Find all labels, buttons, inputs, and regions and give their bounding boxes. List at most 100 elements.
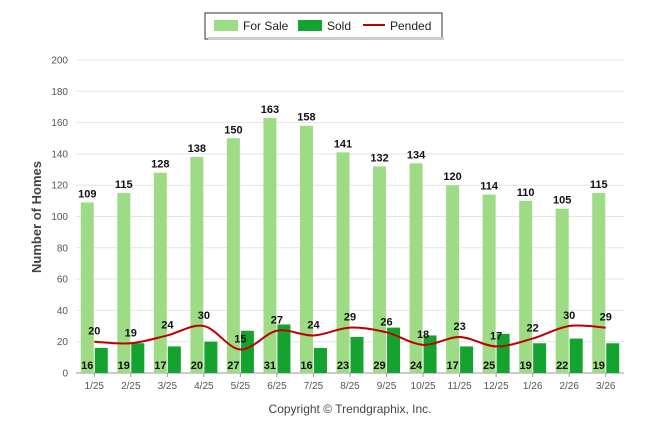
- y-tick-label: 60: [57, 275, 69, 286]
- bar-sold: [167, 346, 181, 373]
- data-label-for-sale: 109: [78, 188, 96, 200]
- data-label-for-sale: 115: [590, 179, 608, 191]
- data-label-for-sale: 134: [407, 149, 426, 161]
- data-label-pended: 27: [271, 315, 283, 327]
- x-tick-label: 4/25: [194, 381, 214, 392]
- legend-swatch-for-sale: [214, 20, 238, 31]
- data-label-for-sale: 138: [188, 143, 206, 155]
- bar-for-sale: [263, 117, 277, 373]
- data-label-for-sale: 150: [224, 124, 242, 136]
- bar-sold: [313, 347, 327, 373]
- y-axis-ticks: 0 20 40 60 80 100 120 140 160 180 200: [51, 56, 68, 380]
- y-tick-label: 0: [62, 369, 68, 380]
- legend-label-sold: Sold: [327, 19, 351, 33]
- data-label-for-sale: 128: [151, 159, 169, 171]
- y-tick-label: 180: [51, 87, 68, 98]
- y-axis-label: Number of Homes: [29, 161, 44, 273]
- x-tick-label: 12/25: [484, 381, 509, 392]
- bar-sold: [131, 343, 145, 373]
- x-tick-label: 1/26: [523, 381, 543, 392]
- data-label-for-sale: 158: [297, 112, 315, 124]
- data-label-pended: 30: [563, 310, 575, 322]
- data-label-for-sale: 120: [443, 171, 461, 183]
- y-tick-label: 140: [51, 149, 68, 160]
- data-label-sold: 29: [373, 360, 385, 372]
- data-label-pended: 17: [490, 330, 502, 342]
- pended-line: [94, 324, 606, 351]
- data-label-pended: 19: [125, 327, 137, 339]
- bars: [80, 117, 620, 373]
- x-tick-label: 11/25: [447, 381, 472, 392]
- data-label-pended: 15: [234, 334, 246, 346]
- y-tick-label: 100: [51, 212, 68, 223]
- x-tick-label: 7/25: [304, 381, 324, 392]
- legend-shadow: [208, 37, 444, 40]
- x-axis-ticks: 1/25 2/25 3/25 4/25 5/25 6/25 7/25 8/25 9/25 10/2…: [85, 373, 616, 392]
- x-tick-label: 1/25: [85, 381, 105, 392]
- bar-sold: [240, 330, 254, 373]
- legend-label-for-sale: For Sale: [243, 19, 289, 33]
- bar-for-sale: [117, 193, 131, 373]
- bar-sold: [606, 343, 620, 373]
- legend-swatch-sold: [298, 20, 322, 31]
- data-label-sold: 16: [300, 360, 312, 372]
- data-label-pended: 24: [307, 319, 320, 331]
- data-label-sold: 31: [264, 360, 276, 372]
- bar-for-sale: [592, 193, 606, 373]
- data-label-pended: 18: [417, 329, 429, 341]
- bar-sold: [94, 347, 108, 373]
- bar-for-sale: [226, 138, 240, 373]
- bar-for-sale: [336, 152, 350, 373]
- x-tick-label: 5/25: [231, 381, 251, 392]
- y-tick-label: 40: [57, 306, 69, 317]
- data-label-for-sale: 132: [370, 152, 388, 164]
- data-label-sold: 22: [556, 360, 568, 372]
- data-label-sold: 25: [483, 360, 495, 372]
- data-label-sold: 16: [81, 360, 93, 372]
- bar-sold: [423, 335, 437, 373]
- bar-for-sale: [555, 208, 569, 373]
- legend-box: [204, 12, 443, 40]
- data-label-pended: 24: [161, 319, 174, 331]
- bar-for-sale: [373, 166, 387, 373]
- data-label-pended: 20: [88, 326, 100, 338]
- y-tick-label: 80: [57, 243, 69, 254]
- bar-sold: [277, 324, 291, 373]
- copyright-credit: Copyright © Trendgraphix, Inc.: [269, 402, 432, 416]
- x-tick-label: 10/25: [411, 381, 436, 392]
- data-label-pended: 26: [380, 316, 392, 328]
- bar-for-sale: [153, 172, 167, 373]
- pended-line-group: [94, 324, 606, 351]
- data-label-pended: 30: [198, 310, 210, 322]
- bar-sold: [204, 341, 218, 373]
- y-tick-label: 200: [51, 56, 68, 67]
- data-label-sold: 20: [191, 360, 203, 372]
- data-label-sold: 19: [520, 360, 532, 372]
- bar-sold: [460, 346, 474, 373]
- data-label-pended: 23: [453, 321, 465, 333]
- data-label-sold: 27: [227, 360, 239, 372]
- data-label-sold: 24: [410, 360, 423, 372]
- data-label-sold: 23: [337, 360, 349, 372]
- y-tick-label: 20: [57, 337, 69, 348]
- data-label-sold: 19: [593, 360, 605, 372]
- x-tick-label: 6/25: [267, 381, 287, 392]
- bar-sold: [350, 337, 364, 373]
- bar-for-sale: [519, 200, 533, 373]
- bar-for-sale: [190, 157, 204, 373]
- x-tick-label: 8/25: [340, 381, 360, 392]
- bar-for-sale: [482, 194, 496, 373]
- x-tick-label: 2/26: [559, 381, 579, 392]
- data-labels: 109 16 115 19 128 17 138 20 150 27 163 31 158 16 141 23…: [78, 104, 612, 372]
- bar-for-sale: [446, 185, 460, 373]
- bar-for-sale: [299, 125, 313, 373]
- data-label-for-sale: 114: [480, 181, 499, 193]
- data-label-sold: 19: [118, 360, 130, 372]
- bar-sold: [569, 338, 583, 373]
- data-label-pended: 29: [600, 312, 612, 324]
- data-label-for-sale: 105: [553, 195, 571, 207]
- x-tick-label: 9/25: [377, 381, 397, 392]
- data-label-for-sale: 115: [115, 179, 133, 191]
- data-label-pended: 29: [344, 312, 356, 324]
